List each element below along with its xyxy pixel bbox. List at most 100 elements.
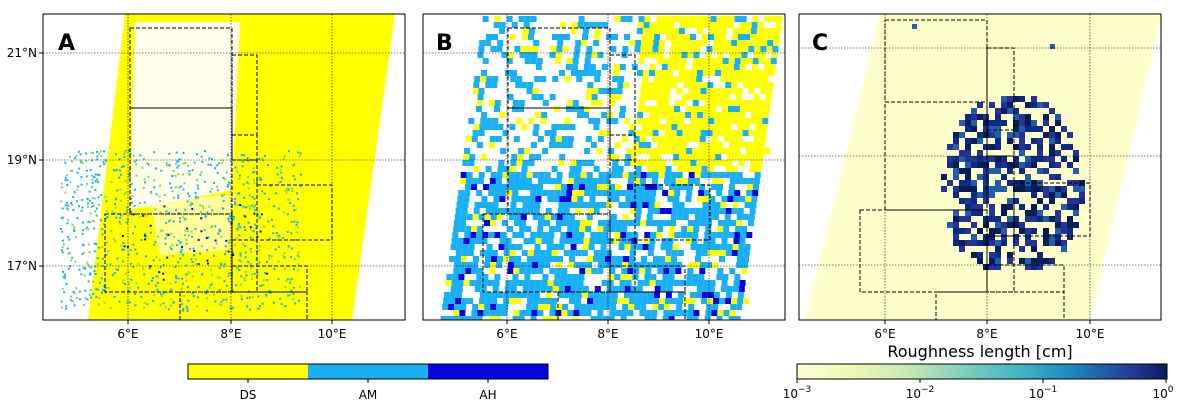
am-pixel [105, 200, 108, 203]
panel-b-cell [573, 184, 579, 190]
panel-b-cell [710, 106, 716, 112]
am-pixel [81, 161, 84, 164]
am-pixel [259, 177, 262, 179]
am-pixel [166, 291, 169, 294]
panel-b-cell [530, 190, 537, 196]
panel-b-cell [674, 58, 681, 64]
panel-b-cell [730, 304, 737, 310]
am-pixel [95, 207, 98, 210]
panel-b-cell [725, 82, 732, 88]
panel-b-cell [582, 160, 589, 166]
panel-b-cell [571, 22, 578, 28]
panel-b-cell [649, 70, 655, 76]
panel-b-cell [695, 40, 702, 46]
panel-c-cell [1061, 240, 1067, 246]
am-pixel [86, 198, 89, 200]
panel-b-cell [535, 280, 542, 286]
panel-b-cell [660, 244, 667, 250]
panel-b-cell [670, 172, 677, 178]
panel-c-cell [995, 252, 1001, 258]
panel-c-cell [1067, 216, 1073, 222]
panel-b-cell [645, 184, 651, 190]
panel-b-cell [449, 292, 456, 298]
panel-b-cell [721, 238, 728, 244]
panel-b-cell [579, 268, 586, 274]
panel-b-cell [525, 268, 532, 274]
panel-b-cell [704, 100, 711, 106]
panel-b-cell [625, 238, 632, 244]
am-pixel [298, 299, 301, 302]
panel-c-cell [1019, 162, 1025, 168]
panel-b-cell [533, 292, 540, 298]
am-pixel [76, 188, 79, 191]
panel-b-cell [667, 70, 673, 76]
panel-b-cell [629, 256, 635, 262]
panel-c-cell [983, 198, 989, 204]
panel-b-cell [738, 286, 745, 292]
panel-b-cell [646, 130, 653, 136]
am-pixel [179, 295, 182, 297]
panel-b-cell [737, 40, 744, 46]
panel-b-cell [724, 88, 731, 94]
panel-b-cell [518, 100, 525, 106]
panel-b-cell [692, 274, 699, 280]
panel-b-cell [711, 310, 718, 316]
am-pixel [293, 220, 296, 223]
panel-b-cell [703, 154, 710, 160]
panel-b-cell [755, 166, 762, 172]
panel-b-cell [608, 316, 615, 320]
panel-b-cell [726, 160, 733, 166]
panel-b-cell [605, 298, 612, 304]
panel-b-cell [494, 232, 501, 238]
panel-b-cell [470, 232, 477, 238]
panel-b-cell [649, 112, 656, 118]
panel-b-cell [454, 220, 460, 226]
panel-b-cell [506, 16, 513, 22]
panel-b-cell [709, 70, 715, 76]
panel-b-cell [486, 202, 493, 208]
am-pixel [91, 182, 94, 185]
panel-c-cell [912, 24, 917, 29]
panel-b-cell [643, 196, 650, 202]
panel-b-cell [598, 130, 605, 136]
am-pixel [142, 267, 145, 270]
panel-c-cell [1043, 120, 1049, 126]
ah-pixel [253, 212, 256, 215]
panel-b-cell [688, 172, 695, 178]
panel-b-cell [698, 148, 705, 154]
panel-b-cell [563, 292, 570, 298]
panel-b-cell [457, 280, 464, 286]
panel-c-cell [1037, 198, 1043, 204]
panel-b-cell [632, 148, 639, 154]
panel-c-cell [953, 228, 959, 234]
am-pixel [95, 295, 98, 298]
ah-pixel [200, 217, 203, 220]
am-pixel [143, 273, 146, 276]
am-pixel [94, 188, 97, 191]
panel-b-cell [598, 88, 605, 94]
colorbar-gradient [796, 363, 1168, 380]
am-pixel [118, 158, 121, 161]
am-pixel [263, 225, 265, 228]
panel-b-cell [521, 292, 528, 298]
am-pixel [103, 301, 106, 304]
am-pixel [251, 196, 254, 199]
panel-b-cell [450, 286, 457, 292]
panel-b-cell [668, 142, 675, 148]
panel-b-cell [719, 256, 725, 262]
panel-c-cell [995, 156, 1001, 162]
panel-a-ytick: 21°N [7, 46, 37, 60]
am-pixel [145, 214, 148, 217]
am-pixel [124, 282, 127, 285]
panel-b-cell [524, 58, 531, 64]
am-pixel [273, 267, 276, 270]
colorbar-tick: 10−2 [906, 385, 935, 401]
am-pixel [134, 225, 137, 228]
panel-b-cell [676, 46, 683, 52]
am-pixel [219, 262, 222, 265]
panel-b-cell [666, 244, 673, 250]
panel-b-cell [676, 304, 683, 310]
panel-c-cell [1019, 228, 1025, 234]
panel-a-clear-zone [130, 22, 240, 210]
panel-b-cell [443, 292, 450, 298]
